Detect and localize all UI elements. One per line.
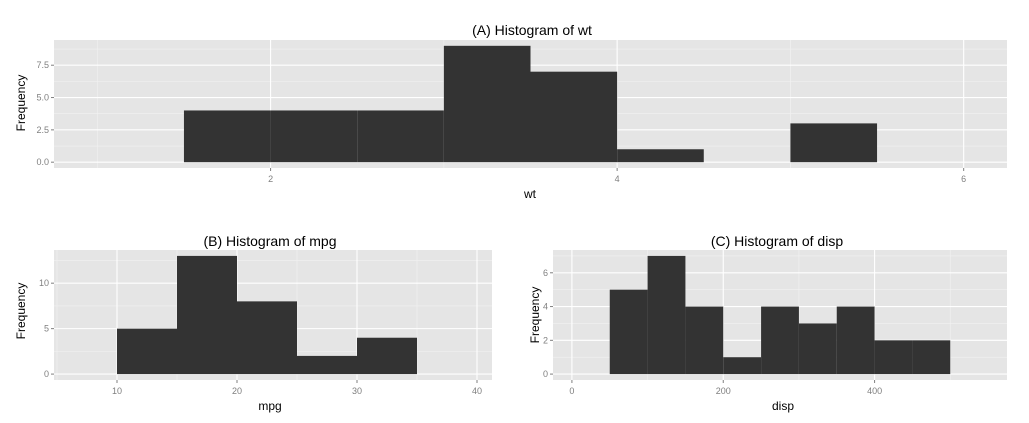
y-tick-label-a: 0.0 [36, 157, 49, 167]
histogram-bar-b-2 [237, 301, 297, 375]
x-axis-label-c: disp [772, 399, 794, 413]
histogram-bar-c-2 [685, 306, 724, 375]
histogram-bar-a-3 [443, 45, 531, 163]
histogram-bar-b-3 [297, 355, 357, 375]
y-tick-label-c: 4 [543, 302, 548, 312]
panel-b: 10 20 30 40 0 5 10 (B) Histogram of mpg mpg Fr… [14, 233, 492, 413]
histogram-bar-c-5 [798, 323, 837, 375]
histogram-bar-b-4 [357, 337, 417, 375]
histogram-bar-c-8 [912, 340, 951, 375]
x-tick-label-a: 4 [615, 174, 620, 184]
histogram-bar-a-2 [357, 110, 444, 163]
y-tick-label-b: 0 [44, 369, 49, 379]
y-axis-label-c: Frequency [528, 287, 542, 344]
histogram-bar-c-6 [836, 306, 875, 375]
x-axis-label-b: mpg [258, 399, 281, 413]
histogram-bar-a-4 [530, 71, 618, 163]
y-tick-label-b: 5 [44, 324, 49, 334]
panel-a: 2 4 6 0.0 2.5 5.0 7.5 (A) Histogram of wt wt F… [14, 22, 1007, 201]
x-tick-label-c: 400 [867, 386, 882, 396]
histogram-bar-a-0 [183, 110, 271, 163]
y-tick-label-c: 6 [543, 268, 548, 278]
histogram-bar-c-0 [609, 289, 648, 375]
x-tick-label-c: 0 [569, 386, 574, 396]
histogram-bar-c-7 [874, 340, 913, 375]
y-axis-label-b: Frequency [14, 283, 28, 340]
x-tick-label-a: 2 [268, 174, 273, 184]
x-tick-label-b: 40 [472, 386, 482, 396]
chart-title-a: (A) Histogram of wt [472, 22, 592, 38]
chart-title-c: (C) Histogram of disp [711, 233, 843, 249]
x-tick-label-a: 6 [961, 174, 966, 184]
y-tick-label-b: 10 [39, 278, 49, 288]
panel-c: 0 200 400 0 2 4 6 (C) Histogram of disp disp F… [528, 233, 1007, 413]
histogram-bar-b-0 [117, 328, 177, 375]
histogram-bar-c-1 [647, 255, 686, 375]
histogram-bar-c-4 [761, 306, 799, 375]
x-tick-label-b: 10 [112, 386, 122, 396]
y-tick-label-a: 2.5 [36, 125, 49, 135]
y-tick-label-c: 0 [543, 369, 548, 379]
y-tick-label-a: 5.0 [36, 93, 49, 103]
histogram-bar-c-3 [723, 357, 762, 375]
x-tick-label-c: 200 [716, 386, 731, 396]
histogram-bar-a-7 [790, 123, 878, 163]
histogram-bar-b-1 [177, 255, 237, 375]
y-tick-label-a: 7.5 [36, 60, 49, 70]
x-axis-label-a: wt [523, 187, 537, 201]
y-axis-label-a: Frequency [14, 75, 28, 132]
chart-title-b: (B) Histogram of mpg [203, 233, 336, 249]
histogram-bar-a-1 [270, 110, 358, 163]
x-tick-label-b: 20 [232, 386, 242, 396]
y-tick-label-c: 2 [543, 335, 548, 345]
histogram-bar-a-5 [617, 149, 704, 163]
x-tick-label-b: 30 [352, 386, 362, 396]
